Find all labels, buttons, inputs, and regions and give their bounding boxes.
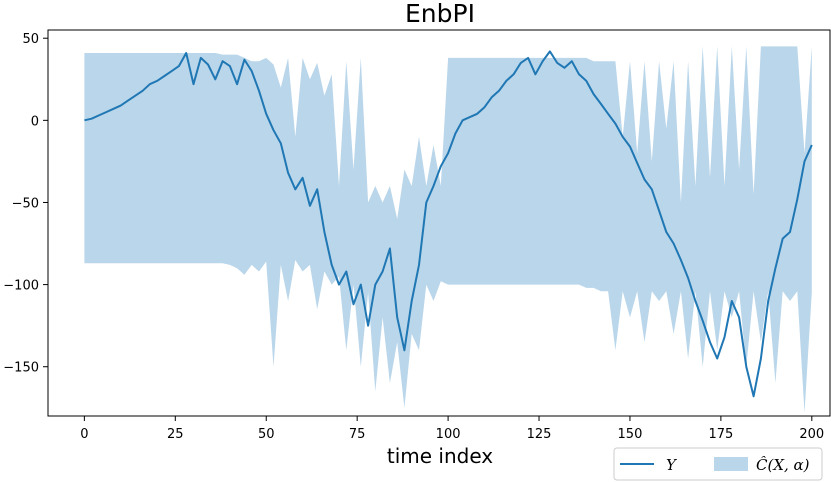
x-tick-label: 125 xyxy=(527,427,552,442)
prediction-interval-band xyxy=(84,46,812,413)
x-tick-label: 200 xyxy=(799,427,824,442)
y-tick-label: −50 xyxy=(12,196,39,211)
y-tick-label: 50 xyxy=(22,32,39,47)
x-tick-label: 175 xyxy=(708,427,733,442)
plot-area xyxy=(84,46,813,413)
plot-frame xyxy=(47,29,831,417)
x-tick-label: 100 xyxy=(436,427,461,442)
x-axis: 0 25 50 75 100 125 150 175 200 xyxy=(80,416,824,442)
x-tick-label: 150 xyxy=(618,427,643,442)
legend-swatch-band xyxy=(714,457,748,471)
x-axis-title: time index xyxy=(387,444,493,468)
y-axis: −150 −100 −50 0 50 xyxy=(3,32,48,376)
legend-label-y: Y xyxy=(666,456,678,474)
y-series-line xyxy=(84,50,813,398)
y-tick-label: −150 xyxy=(3,361,39,376)
legend: Y Ĉ(X, α) xyxy=(613,447,823,481)
y-tick-label: −100 xyxy=(3,279,39,294)
x-tick-label: 50 xyxy=(258,427,275,442)
x-tick-label: 75 xyxy=(349,427,366,442)
y-tick-label: 0 xyxy=(31,114,39,129)
x-tick-label: 0 xyxy=(80,427,88,442)
legend-label-band: Ĉ(X, α) xyxy=(756,456,810,474)
chart-title: EnbPI xyxy=(405,0,475,28)
x-tick-label: 25 xyxy=(167,427,184,442)
